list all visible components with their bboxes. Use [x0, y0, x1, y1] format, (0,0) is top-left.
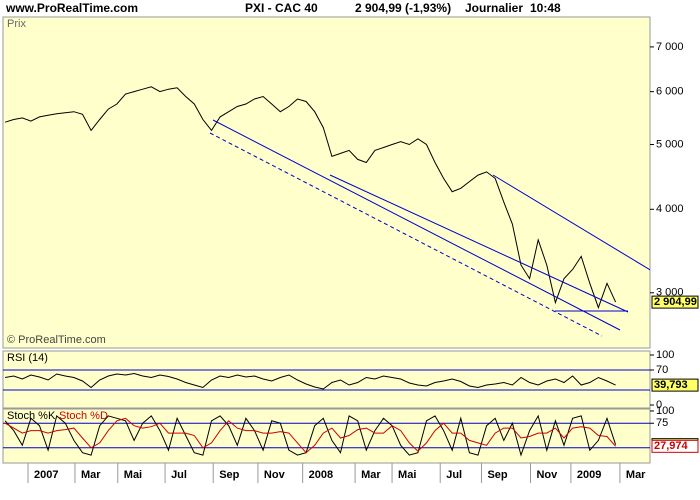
- trend-line: [329, 174, 629, 313]
- last-value-label: 27,974: [654, 440, 689, 452]
- last-value-box: [651, 439, 699, 453]
- y-tick-label: 70: [656, 364, 668, 376]
- instrument: PXI - CAC 40: [245, 1, 318, 15]
- x-tick-label: Jul: [171, 469, 187, 481]
- quote: 2 904,99 (-1,93%): [355, 1, 451, 15]
- last-value-label: 2 904,99: [654, 296, 697, 308]
- y-tick-label: 0: [656, 399, 662, 411]
- series-line: [4, 86, 617, 310]
- credit: © ProRealTime.com: [7, 334, 106, 346]
- time: 10:48: [530, 1, 561, 15]
- panel-title: RSI (14): [7, 352, 48, 364]
- x-tick-label: Nov: [264, 469, 286, 481]
- y-tick-label: 100: [656, 405, 674, 417]
- y-tick-label: 7 000: [656, 41, 684, 53]
- y-tick-label: 100: [656, 349, 674, 361]
- trend-line: [212, 119, 621, 331]
- y-tick-label: 4 000: [656, 203, 684, 215]
- x-tick-label: Mar: [361, 469, 381, 481]
- last-value-box: [651, 295, 699, 309]
- y-tick-label: 75: [656, 417, 668, 429]
- x-tick-label: Mar: [81, 469, 101, 481]
- x-tick-label: Mar: [626, 469, 646, 481]
- last-value-box: [651, 378, 699, 392]
- frequency: Journalier: [465, 1, 523, 15]
- panel: [2, 350, 651, 409]
- x-tick-label: Jul: [446, 469, 462, 481]
- x-tick-label: Sep: [219, 469, 239, 481]
- legend-entry: Stoch %D: [59, 410, 108, 422]
- legend-entry: Stoch %K: [7, 410, 56, 422]
- trend-lines: [209, 119, 650, 337]
- x-tick-label: Mai: [398, 469, 416, 481]
- y-tick-label: 6 000: [656, 86, 684, 98]
- y-tick-label: 5 000: [656, 138, 684, 150]
- series-line: [4, 414, 617, 457]
- panel: [2, 16, 651, 349]
- x-tick-label: 2007: [34, 469, 58, 481]
- x-tick-label: Mai: [124, 469, 142, 481]
- x-tick-label: 2009: [577, 469, 601, 481]
- series-line: [5, 372, 616, 390]
- x-tick-label: 2008: [309, 469, 333, 481]
- trend-line: [209, 132, 603, 337]
- last-value-label: 39,793: [654, 379, 688, 391]
- trend-line: [492, 174, 650, 271]
- axis-label: Prix: [7, 18, 26, 30]
- series-line: [4, 417, 616, 454]
- site: www.ProRealTime.com: [5, 1, 138, 15]
- x-tick-label: Sep: [487, 469, 507, 481]
- x-tick-label: Nov: [536, 469, 558, 481]
- panel: [2, 408, 651, 464]
